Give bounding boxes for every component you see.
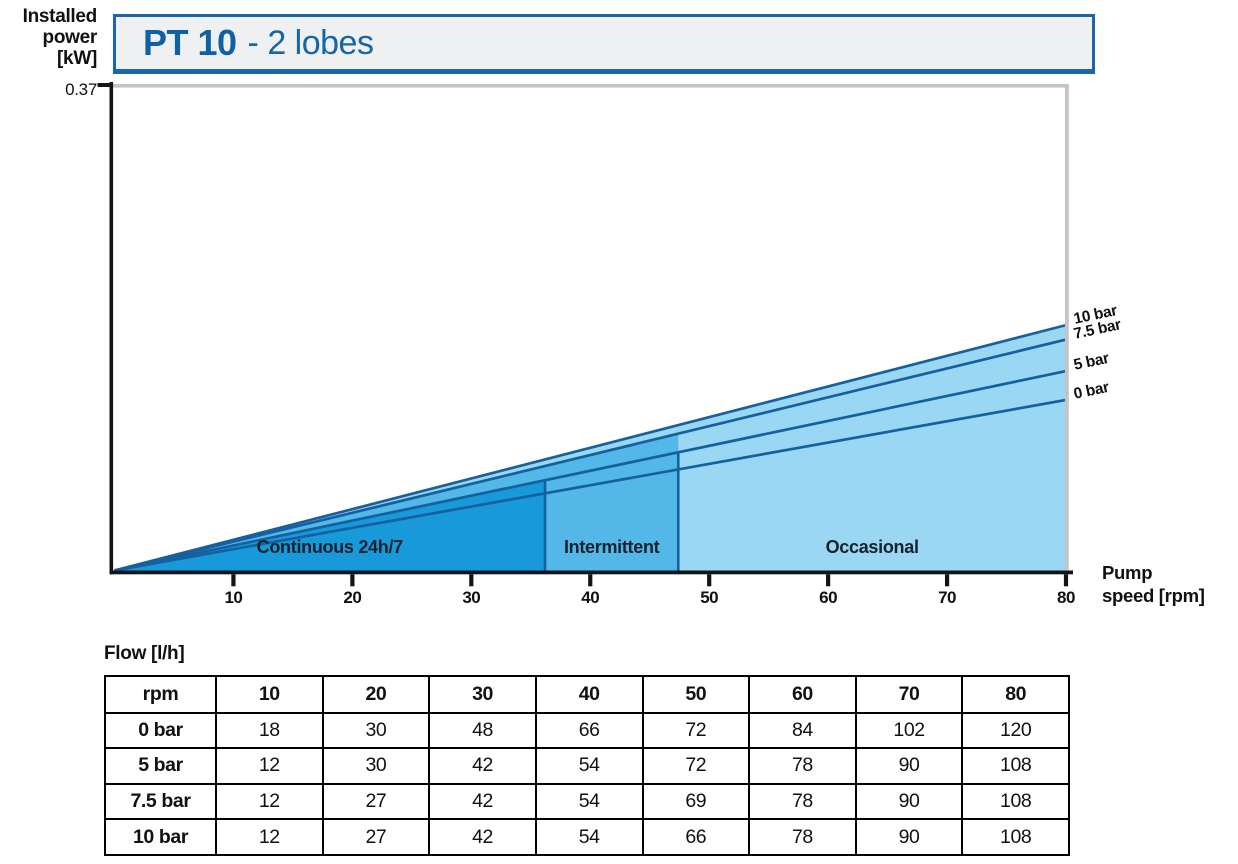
x-axis-line — [109, 570, 1073, 575]
flow-row-label: 0 bar — [104, 711, 217, 750]
pressure-line-0 — [114, 323, 1067, 572]
flow-table: rpm 10 20 30 40 50 60 70 80 0 bar 18 30 48 66 72 84 102… — [104, 675, 1070, 856]
flow-cell: 120 — [961, 711, 1070, 750]
flow-table-head: rpm 10 20 30 40 50 60 70 80 — [104, 675, 1070, 714]
flow-table-body: 0 bar 18 30 48 66 72 84 102 120 5 bar 12 30 42 54 72 78… — [104, 711, 1070, 856]
pressure-line-1 — [114, 338, 1067, 572]
flow-header-cell: 80 — [961, 675, 1070, 714]
performance-chart-svg — [97, 82, 1073, 587]
x-tick-label-80: 80 — [1057, 588, 1075, 607]
flow-cell: 108 — [961, 782, 1070, 821]
x-axis-label-line2: speed [rpm] — [1102, 585, 1205, 606]
flow-header-cell: 40 — [534, 675, 644, 714]
flow-cell: 66 — [641, 818, 751, 856]
pressure-line-2 — [114, 369, 1067, 572]
flow-table-header-row: rpm 10 20 30 40 50 60 70 80 — [104, 675, 1070, 714]
flow-header-cell: 60 — [748, 675, 857, 714]
chart-title-box: PT 10 - 2 lobes — [113, 14, 1095, 74]
flow-cell: 42 — [428, 782, 537, 821]
frame-top-grey — [113, 84, 1069, 88]
flow-header-cell: rpm — [104, 675, 217, 714]
flow-row-label: 5 bar — [104, 747, 217, 785]
flow-cell: 69 — [641, 782, 751, 821]
pump-model-title: PT 10 — [143, 22, 237, 63]
flow-cell: 90 — [854, 782, 964, 821]
x-tick-label-10: 10 — [224, 588, 243, 607]
flow-table-title: Flow [l/h] — [104, 643, 185, 664]
flow-cell: 108 — [961, 747, 1070, 785]
x-tick-50 — [707, 574, 712, 587]
flow-cell: 78 — [748, 747, 857, 785]
y-axis-label-line1: Installed — [22, 6, 98, 27]
chart-area: Continuous 24h/7 Intermittent Occasional… — [97, 82, 1205, 607]
x-tick-70 — [944, 574, 950, 587]
x-tick-10 — [231, 574, 236, 587]
flow-header-cell: 50 — [641, 675, 751, 714]
flow-cell: 84 — [748, 711, 857, 750]
flow-cell: 108 — [961, 818, 1070, 856]
flow-cell: 12 — [215, 818, 324, 856]
x-tick-label-50: 50 — [700, 588, 719, 607]
flow-cell: 27 — [321, 782, 431, 821]
frame-right-grey — [1065, 84, 1069, 571]
flow-row-label: 7.5 bar — [104, 782, 217, 821]
x-tick-label-70: 70 — [938, 588, 957, 607]
x-tick-40 — [588, 574, 593, 587]
flow-table-row: 7.5 bar 12 27 42 54 69 78 90 108 — [104, 782, 1070, 821]
flow-cell: 30 — [321, 711, 431, 750]
y-axis-max-tick-label: 0.37 — [65, 80, 97, 99]
flow-header-cell: 70 — [854, 675, 964, 714]
zone-label-0: Continuous 24h/7 — [256, 537, 404, 557]
zone-label-1: Intermittent — [563, 537, 660, 557]
x-axis-label-line1: Pump — [1102, 562, 1153, 583]
x-tick-label-40: 40 — [581, 588, 600, 607]
y-axis-max-tick — [97, 83, 110, 87]
y-axis-label: Installed power [kW] — [0, 6, 98, 69]
flow-cell: 48 — [428, 711, 537, 750]
flow-cell: 42 — [428, 818, 537, 856]
flow-cell: 90 — [854, 818, 964, 856]
flow-cell: 54 — [534, 818, 644, 856]
flow-cell: 27 — [321, 818, 431, 856]
x-axis-label: Pump speed [rpm] — [1102, 561, 1205, 607]
flow-cell: 30 — [321, 747, 431, 785]
flow-cell: 12 — [215, 747, 324, 785]
flow-cell: 18 — [215, 711, 324, 750]
flow-cell: 66 — [534, 711, 644, 750]
flow-cell: 90 — [854, 747, 964, 785]
flow-cell: 78 — [748, 818, 857, 856]
flow-table-row: 5 bar 12 30 42 54 72 78 90 108 — [104, 747, 1070, 785]
x-tick-label-20: 20 — [343, 588, 362, 607]
x-tick-label-30: 30 — [462, 588, 481, 607]
flow-table-row: 0 bar 18 30 48 66 72 84 102 120 — [104, 711, 1070, 750]
x-tick-20 — [350, 574, 355, 587]
flow-table-row: 10 bar 12 27 42 54 66 78 90 108 — [104, 818, 1070, 856]
flow-header-cell: 30 — [428, 675, 537, 714]
x-tick-80 — [1063, 574, 1069, 587]
zone-label-2: Occasional — [825, 537, 919, 557]
flow-cell: 42 — [428, 747, 537, 785]
y-axis-label-line2: power — [42, 27, 98, 48]
flow-row-label: 10 bar — [104, 818, 217, 856]
pressure-line-3 — [114, 398, 1067, 572]
flow-header-cell: 10 — [215, 675, 324, 714]
flow-cell: 72 — [641, 747, 751, 785]
flow-cell: 72 — [641, 711, 751, 750]
flow-cell: 54 — [534, 782, 644, 821]
flow-header-cell: 20 — [321, 675, 431, 714]
x-tick-label-60: 60 — [819, 588, 838, 607]
x-tick-60 — [826, 574, 831, 587]
flow-cell: 54 — [534, 747, 644, 785]
y-axis-line — [109, 82, 114, 575]
x-tick-30 — [469, 574, 474, 587]
pump-variant-title: - 2 lobes — [247, 23, 374, 62]
flow-cell: 78 — [748, 782, 857, 821]
y-axis-label-line3: [kW] — [57, 48, 97, 69]
flow-cell: 102 — [854, 711, 964, 750]
flow-cell: 12 — [215, 782, 324, 821]
